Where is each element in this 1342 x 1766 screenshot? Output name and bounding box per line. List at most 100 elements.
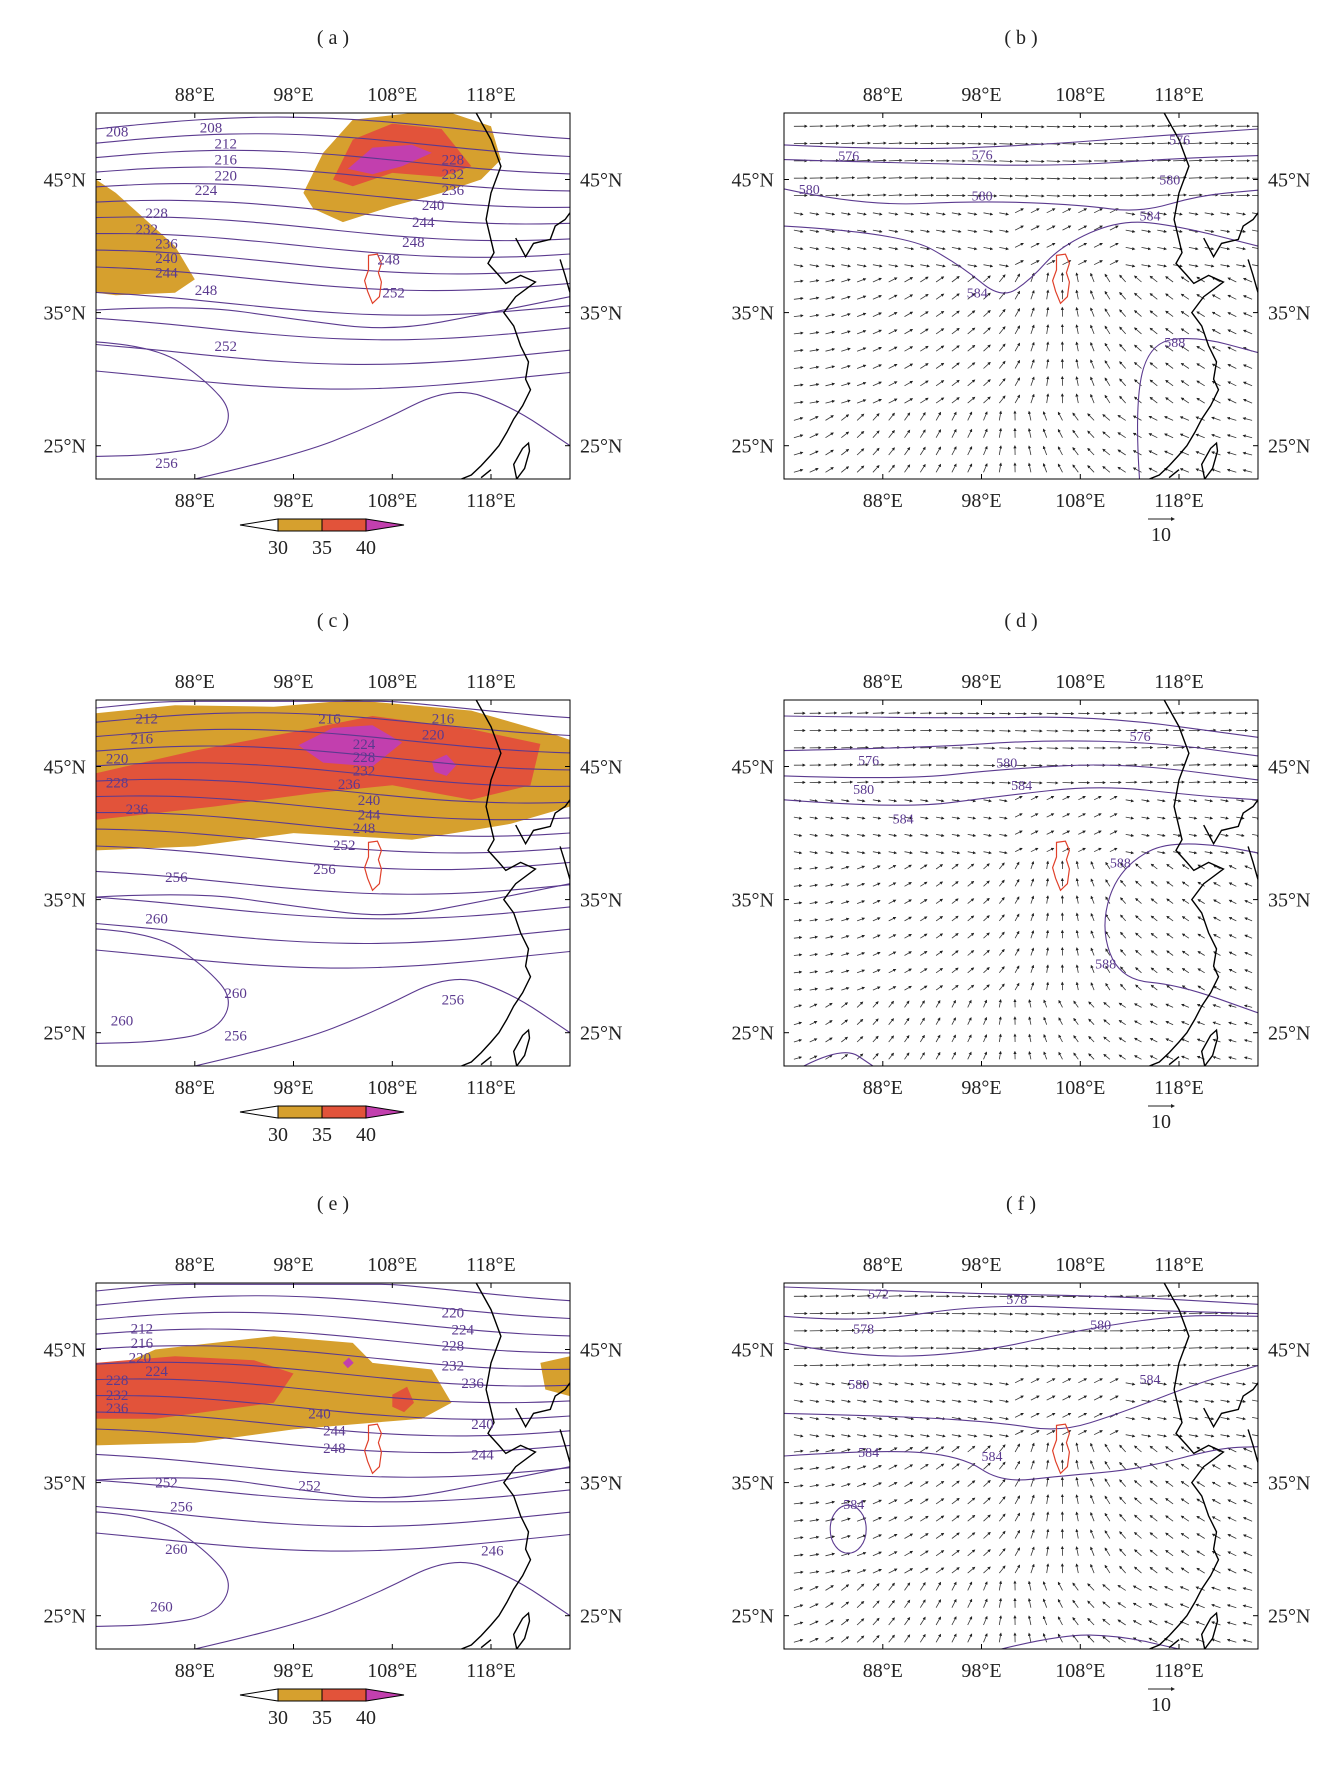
wind-arrow: [967, 932, 975, 939]
wind-arrow: [809, 1038, 818, 1043]
wind-arrow: [1073, 1017, 1079, 1025]
wind-arrow: [1227, 277, 1237, 283]
wind-arrow: [825, 969, 834, 974]
wind-arrow: [1118, 1002, 1126, 1008]
wind-arrow: [1188, 816, 1198, 820]
contour-label: 228: [145, 206, 168, 222]
wind-arrow: [951, 1480, 960, 1487]
wind-arrow: [999, 763, 1012, 768]
wind-arrow: [793, 1518, 804, 1522]
wind-arrow: [841, 851, 850, 855]
wind-arrow: [1030, 194, 1045, 198]
wind-arrow: [856, 1001, 864, 1008]
wind-arrow: [1180, 345, 1190, 352]
wind-arrow: [1188, 264, 1199, 268]
wind-arrow: [1030, 860, 1035, 870]
wind-arrow: [1120, 879, 1127, 887]
wind-arrow: [1141, 799, 1150, 803]
wind-arrow: [1014, 1495, 1020, 1505]
wind-arrow: [1030, 746, 1043, 750]
wind-arrow: [1149, 1549, 1158, 1557]
contour-label: 260: [165, 1542, 188, 1558]
wind-arrow: [904, 985, 912, 991]
colorbar-tick: 30: [268, 1707, 288, 1729]
wind-arrow: [825, 1002, 833, 1008]
wind-arrow: [967, 898, 975, 904]
wind-arrow: [1058, 1051, 1063, 1060]
wind-arrow: [904, 446, 911, 456]
wind-arrow: [1014, 913, 1020, 922]
wind-arrow: [1180, 1498, 1190, 1505]
wind-arrow: [1030, 376, 1035, 386]
wind-arrow: [983, 932, 990, 939]
wind-arrow: [967, 1417, 978, 1421]
wind-arrow: [935, 1051, 941, 1060]
wind-arrow: [872, 347, 882, 352]
wind-arrow: [1141, 193, 1156, 197]
wind-arrow: [1197, 933, 1205, 939]
lat-tick-left: 25°N: [732, 436, 774, 458]
wind-arrow: [1164, 1586, 1174, 1591]
contour-label: 248: [402, 235, 425, 251]
wind-arrow: [793, 366, 804, 370]
lat-tick-right: 45°N: [1268, 170, 1310, 192]
wind-arrow: [1090, 1546, 1095, 1556]
wind-arrow: [998, 1444, 1006, 1453]
wind-arrow: [1242, 277, 1253, 283]
wind-arrow: [1211, 1516, 1221, 1522]
wind-arrow: [1117, 1619, 1126, 1626]
wind-arrow: [998, 360, 1006, 369]
wind-arrow: [793, 331, 804, 335]
contour-line: [96, 116, 570, 140]
wind-arrow: [904, 1382, 915, 1386]
wind-arrow: [809, 296, 820, 300]
wind-arrow: [1204, 1382, 1215, 1386]
wind-arrow: [998, 931, 1005, 939]
wind-arrow: [1030, 1459, 1035, 1470]
panel-frame: [783, 1282, 1259, 1650]
province-boundary: [363, 253, 383, 305]
wind-arrow: [935, 1633, 941, 1643]
wind-arrow: [983, 292, 991, 300]
wind-arrow: [793, 1536, 804, 1540]
geopotential-contour: [784, 221, 1258, 294]
wind-arrow: [888, 1382, 899, 1386]
wind-arrow: [1062, 796, 1071, 801]
contour-line: [96, 922, 570, 945]
wind-arrow: [967, 292, 976, 300]
wind-arrow: [1046, 1511, 1050, 1522]
wind-arrow: [983, 396, 991, 404]
wind-arrow: [1149, 1463, 1158, 1470]
wind-arrow: [1046, 306, 1050, 317]
wind-arrow: [872, 1294, 887, 1298]
wind-arrow: [1014, 1395, 1024, 1401]
wind-arrow: [951, 898, 959, 904]
wind-arrow: [1057, 463, 1063, 473]
contour-label: 228: [106, 776, 128, 792]
wind-arrow: [825, 382, 836, 387]
wind-arrow: [920, 833, 929, 837]
wind-arrow: [1087, 1635, 1095, 1643]
wind-arrow: [1046, 358, 1050, 369]
wind-arrow: [919, 429, 926, 438]
wind-arrow: [841, 1483, 851, 1487]
contour-label: 260: [145, 911, 168, 927]
wind-arrow: [1088, 1018, 1095, 1025]
contour-label: 212: [136, 712, 159, 728]
wind-arrow: [1119, 326, 1126, 335]
lat-tick-right: 35°N: [1268, 303, 1310, 325]
lat-tick-left: 35°N: [44, 303, 86, 325]
wind-arrow: [967, 1017, 972, 1025]
wind-arrow: [888, 917, 897, 922]
wind-arrow: [888, 1499, 898, 1505]
wind-arrow: [1075, 877, 1079, 887]
wind-arrow: [856, 1569, 867, 1574]
wind-arrow: [1212, 1056, 1221, 1060]
wind-arrow: [1236, 833, 1245, 837]
wind-arrow: [1213, 986, 1221, 991]
wind-arrow: [967, 229, 978, 233]
wind-arrow: [1046, 1312, 1061, 1316]
wind-arrow: [999, 1434, 1009, 1438]
wind-arrow: [1090, 861, 1095, 870]
wind-arrow: [1228, 1004, 1237, 1008]
